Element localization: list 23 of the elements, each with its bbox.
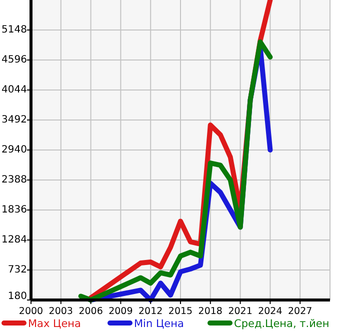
legend-label: Min Цена	[134, 318, 184, 330]
x-tick-label: 2021	[228, 306, 252, 317]
y-tick-label: 180	[8, 291, 27, 302]
y-tick-label: 1284	[2, 234, 27, 246]
y-tick-label: 1836	[2, 204, 27, 216]
y-tick-label: 732	[8, 264, 27, 276]
legend-label: Сред.Цена, т.йен	[234, 318, 330, 330]
x-tick-label: 2012	[138, 306, 163, 317]
y-tick-label: 4044	[2, 84, 27, 96]
x-tick-label: 2000	[18, 306, 44, 317]
x-tick-label: 2003	[48, 306, 73, 317]
x-tick-label: 2009	[108, 306, 133, 317]
y-tick-label: 4596	[2, 54, 27, 66]
y-tick-label: 5148	[2, 24, 27, 36]
y-tick-label: 2388	[2, 174, 27, 186]
y-tick-label: 3492	[2, 114, 27, 126]
x-tick-label: 2027	[288, 306, 312, 317]
x-tick-label: 2024	[258, 306, 282, 317]
x-tick-label: 2006	[78, 306, 103, 317]
y-tick-label: 2940	[2, 144, 27, 156]
x-tick-label: 2018	[198, 306, 222, 317]
x-tick-label: 2015	[168, 306, 193, 317]
legend-label: Max Цена	[28, 318, 81, 330]
